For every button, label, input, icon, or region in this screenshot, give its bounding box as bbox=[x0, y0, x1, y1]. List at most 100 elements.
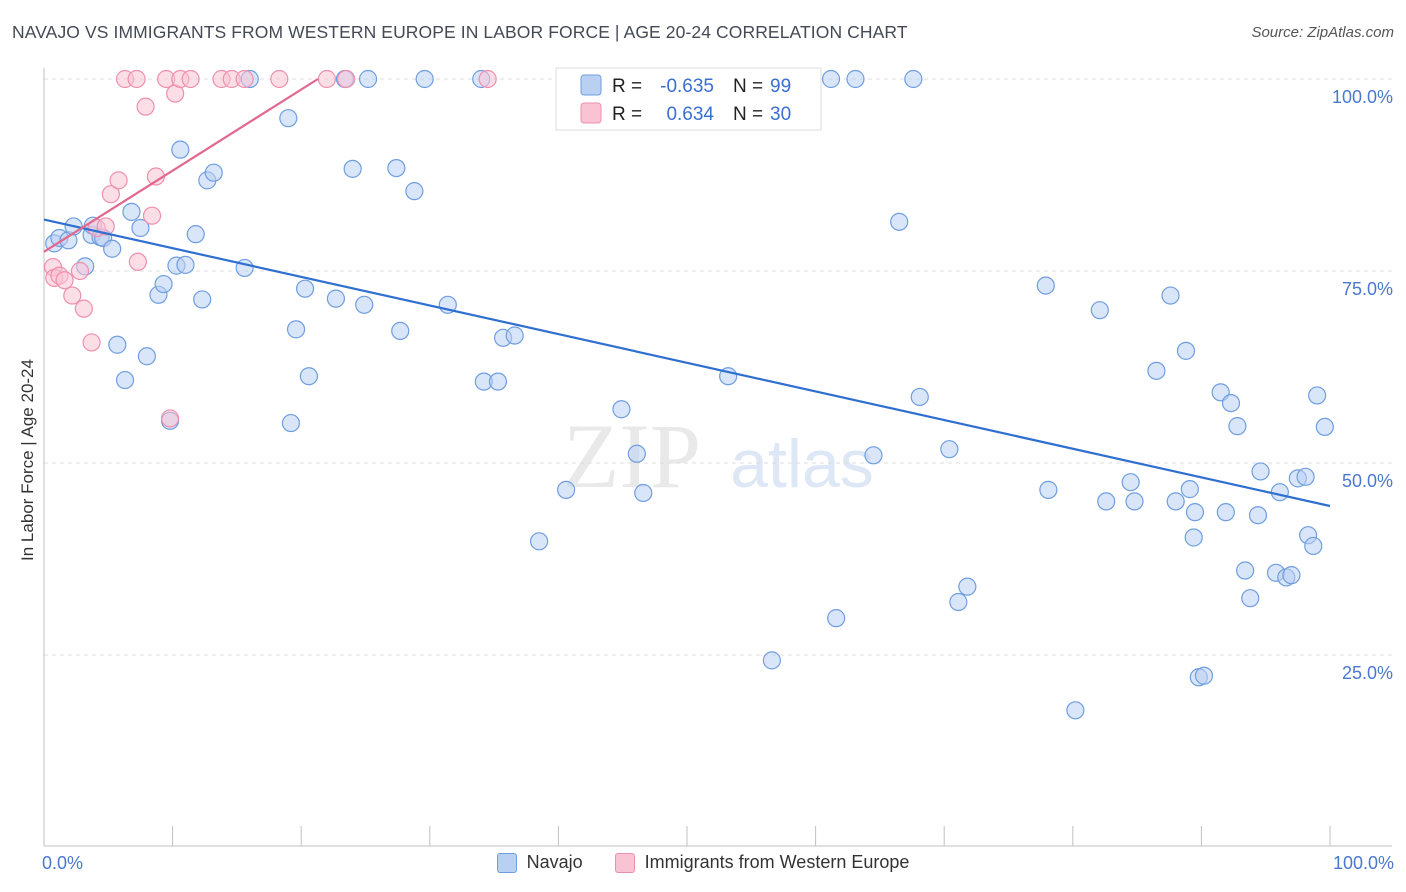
axes bbox=[43, 68, 1392, 847]
navajo-point-68 bbox=[1090, 301, 1109, 320]
navajo-point-61 bbox=[910, 387, 929, 407]
navajo-point-71 bbox=[1125, 492, 1144, 511]
immigrants-point-16 bbox=[142, 206, 162, 225]
immigrants-point-25 bbox=[235, 69, 254, 89]
immigrants-point-10 bbox=[101, 185, 120, 204]
stats-navajo-n: 99 bbox=[770, 76, 791, 97]
source-credit: Source: ZipAtlas.com bbox=[1251, 24, 1394, 41]
navajo-point-59 bbox=[890, 212, 909, 231]
navajo-point-32 bbox=[326, 289, 346, 308]
navajo-point-91 bbox=[1282, 566, 1301, 585]
navajo-point-69 bbox=[1097, 492, 1116, 511]
immigrants-point-11 bbox=[109, 171, 128, 190]
navajo-trend-line bbox=[43, 218, 1331, 508]
navajo-point-89 bbox=[1270, 483, 1289, 502]
navajo-point-30 bbox=[295, 279, 315, 298]
navajo-point-48 bbox=[557, 480, 576, 499]
y-tick-label-100: 100.0% bbox=[1332, 87, 1393, 107]
navajo-point-73 bbox=[1161, 286, 1180, 305]
immigrants-point-28 bbox=[337, 69, 356, 89]
immigrants-point-29 bbox=[478, 69, 497, 89]
x-tick-label-min: 0.0% bbox=[42, 853, 83, 873]
navajo-point-19 bbox=[171, 140, 190, 159]
navajo-point-27 bbox=[279, 109, 298, 128]
navajo-point-11 bbox=[115, 370, 135, 390]
stats-navajo-swatch bbox=[580, 74, 602, 96]
x-tick-marks bbox=[43, 826, 1331, 846]
stats-immigrants-n: 30 bbox=[770, 104, 791, 125]
y-tick-labels: 25.0% 50.0% 75.0% 100.0% bbox=[1332, 87, 1393, 683]
navajo-point-20 bbox=[176, 255, 195, 274]
immigrants-point-14 bbox=[128, 252, 147, 271]
navajo-point-55 bbox=[821, 69, 841, 89]
navajo-point-60 bbox=[904, 69, 923, 89]
navajo-point-87 bbox=[1251, 462, 1270, 481]
navajo-point-64 bbox=[958, 577, 977, 596]
navajo-point-85 bbox=[1241, 589, 1260, 608]
stats-immigrants-r-label: R = bbox=[612, 104, 642, 125]
legend: Navajo Immigrants from Western Europe bbox=[0, 852, 1406, 873]
immigrants-point-6 bbox=[74, 299, 93, 318]
gridlines bbox=[44, 78, 1392, 656]
immigrants-point-26 bbox=[270, 69, 289, 89]
navajo-points bbox=[45, 69, 1334, 720]
immigrants-point-4 bbox=[63, 286, 82, 305]
navajo-point-13 bbox=[131, 218, 150, 238]
navajo-point-44 bbox=[488, 372, 508, 391]
navajo-point-65 bbox=[1036, 276, 1055, 295]
navajo-point-77 bbox=[1185, 503, 1205, 522]
navajo-point-56 bbox=[827, 609, 846, 628]
navajo-point-82 bbox=[1221, 393, 1241, 413]
immigrants-point-15 bbox=[136, 97, 155, 116]
navajo-point-31 bbox=[299, 367, 319, 386]
stats-immigrants-n-label: N = bbox=[733, 104, 763, 125]
immigrants-point-19 bbox=[160, 409, 180, 428]
legend-item-navajo: Navajo bbox=[496, 852, 583, 873]
stats-navajo-r-label: R = bbox=[612, 76, 642, 97]
x-tick-label-max: 100.0% bbox=[1333, 853, 1394, 873]
immigrants-point-5 bbox=[70, 261, 90, 281]
immigrants-point-13 bbox=[127, 69, 146, 89]
navajo-point-58 bbox=[864, 446, 883, 465]
navajo-point-39 bbox=[405, 182, 424, 201]
navajo-point-24 bbox=[204, 163, 223, 182]
immigrants-point-7 bbox=[82, 333, 101, 352]
navajo-point-29 bbox=[286, 320, 306, 339]
navajo-point-9 bbox=[103, 239, 122, 258]
navajo-point-37 bbox=[387, 158, 406, 178]
navajo-point-16 bbox=[154, 274, 173, 294]
navajo-point-14 bbox=[137, 347, 156, 366]
immigrants-trend-line bbox=[43, 78, 319, 253]
navajo-point-84 bbox=[1236, 561, 1255, 580]
navajo-point-66 bbox=[1039, 480, 1058, 499]
navajo-point-36 bbox=[358, 69, 378, 89]
immigrants-point-27 bbox=[317, 69, 337, 89]
navajo-point-50 bbox=[627, 444, 646, 463]
y-tick-label-25: 25.0% bbox=[1342, 663, 1393, 683]
navajo-point-38 bbox=[391, 321, 410, 341]
immigrants-point-3 bbox=[55, 271, 74, 290]
watermark-atlas: atlas bbox=[730, 426, 874, 502]
legend-label-immigrants: Immigrants from Western Europe bbox=[644, 852, 910, 872]
navajo-point-54 bbox=[762, 651, 781, 670]
navajo-point-34 bbox=[343, 159, 362, 178]
navajo-point-72 bbox=[1147, 361, 1166, 380]
navajo-point-12 bbox=[122, 202, 141, 221]
navajo-point-67 bbox=[1066, 701, 1085, 720]
stats-box: R = -0.635 N = 99 R = 0.634 N = 30 bbox=[555, 67, 822, 131]
y-tick-label-50: 50.0% bbox=[1342, 471, 1393, 491]
navajo-point-95 bbox=[1304, 536, 1323, 556]
navajo-point-46 bbox=[505, 326, 524, 345]
legend-swatch-immigrants bbox=[614, 852, 635, 873]
navajo-point-86 bbox=[1248, 506, 1268, 525]
navajo-point-62 bbox=[940, 440, 959, 459]
immigrants-point-9 bbox=[96, 217, 115, 236]
navajo-point-98 bbox=[1166, 492, 1185, 511]
trend-lines bbox=[43, 78, 1331, 508]
navajo-point-22 bbox=[193, 290, 212, 309]
y-tick-label-75: 75.0% bbox=[1342, 279, 1393, 299]
navajo-point-51 bbox=[634, 483, 653, 503]
navajo-point-21 bbox=[186, 225, 205, 244]
stats-navajo-n-label: N = bbox=[733, 76, 763, 97]
chart-title: NAVAJO VS IMMIGRANTS FROM WESTERN EUROPE… bbox=[12, 22, 908, 42]
